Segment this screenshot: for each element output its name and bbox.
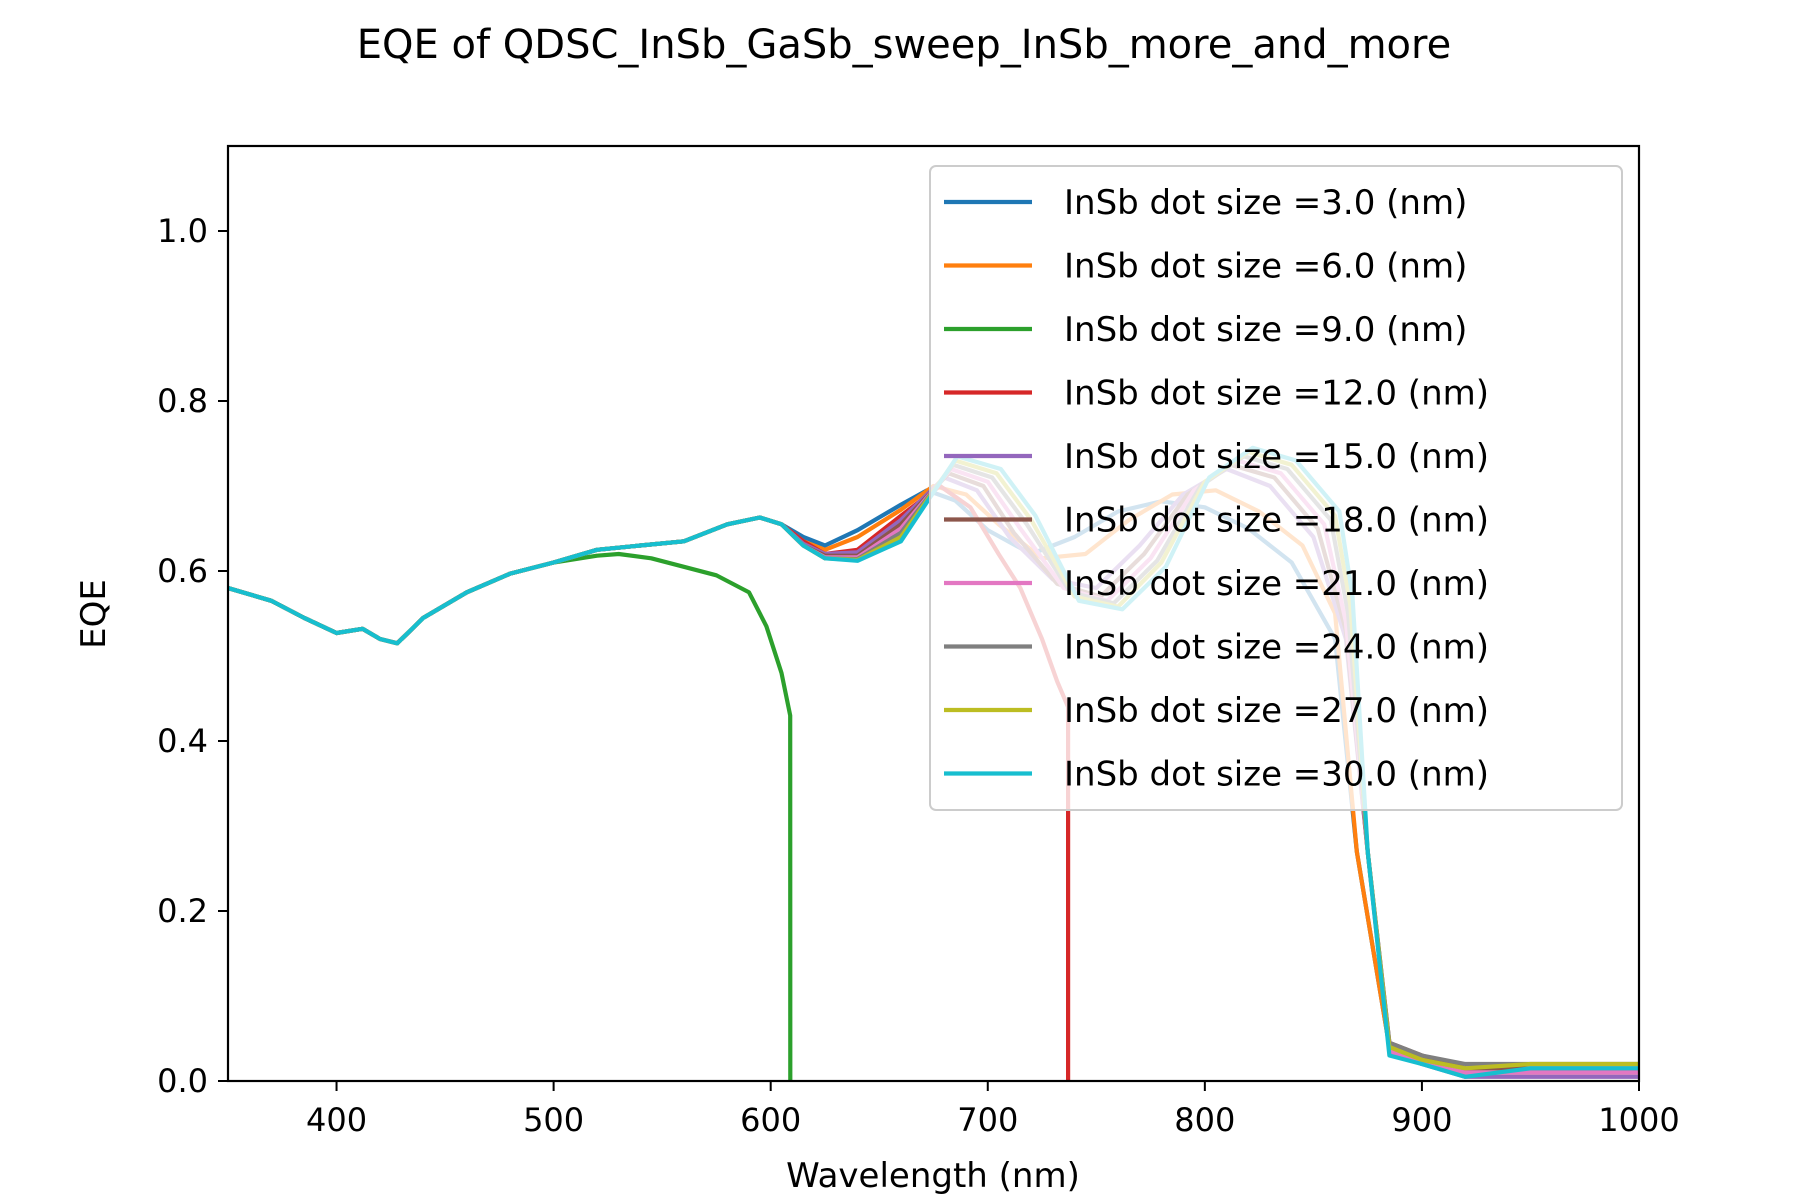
legend-box — [929, 165, 1623, 811]
x-tick-label: 900 — [1391, 1101, 1452, 1139]
y-tick-label: 0.4 — [157, 722, 208, 760]
legend-label: InSb dot size =6.0 (nm) — [1064, 247, 1467, 287]
legend-label: InSb dot size =30.0 (nm) — [1064, 755, 1489, 795]
legend: InSb dot size =3.0 (nm) InSb dot size =6.… — [929, 165, 1623, 811]
x-axis: 400 500 600 700 800 900 1000 — [306, 1081, 1680, 1139]
plot-frame — [226, 144, 1641, 1083]
y-axis: 0.0 0.2 0.4 0.6 0.8 1.0 — [157, 212, 228, 1100]
legend-label: InSb dot size =12.0 (nm) — [1064, 374, 1489, 414]
legend-label: InSb dot size =21.0 (nm) — [1064, 564, 1489, 604]
legend-label: InSb dot size =18.0 (nm) — [1064, 501, 1489, 541]
chart-title: EQE of QDSC_InSb_GaSb_sweep_InSb_more_an… — [357, 22, 1451, 68]
series-line-3 — [228, 551, 793, 1081]
x-tick-label: 700 — [957, 1101, 1018, 1139]
x-tick-label: 600 — [740, 1101, 801, 1139]
legend-label: InSb dot size =3.0 (nm) — [1064, 183, 1467, 223]
y-tick-label: 0.8 — [157, 382, 208, 420]
legend-label: InSb dot size =15.0 (nm) — [1064, 437, 1489, 477]
y-tick-label: 0.2 — [157, 892, 208, 930]
y-tick-label: 0.0 — [157, 1062, 208, 1100]
x-tick-label: 400 — [306, 1101, 367, 1139]
x-tick-label: 1000 — [1598, 1101, 1679, 1139]
legend-label: InSb dot size =27.0 (nm) — [1064, 691, 1489, 731]
y-axis-label: EQE — [74, 579, 114, 649]
x-tick-label: 800 — [1174, 1101, 1235, 1139]
y-tick-label: 1.0 — [157, 212, 208, 250]
y-tick-label: 0.6 — [157, 552, 208, 590]
legend-label: InSb dot size =9.0 (nm) — [1064, 310, 1467, 350]
legend-label: InSb dot size =24.0 (nm) — [1064, 628, 1489, 668]
x-axis-label: Wavelength (nm) — [786, 1156, 1080, 1196]
x-tick-label: 500 — [523, 1101, 584, 1139]
